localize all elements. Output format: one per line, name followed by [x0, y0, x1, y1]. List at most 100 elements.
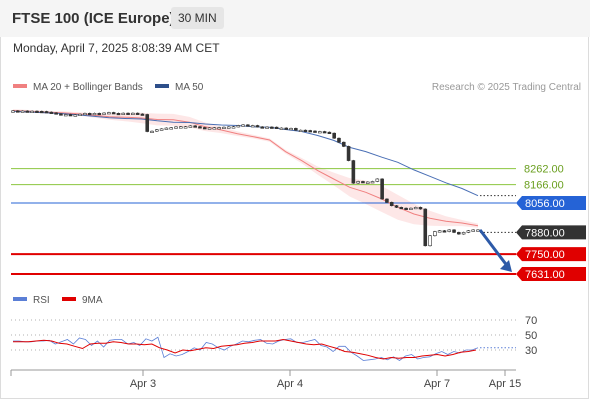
last-price-tag [516, 225, 586, 240]
ma20-legend-label: MA 20 + Bollinger Bands [33, 82, 143, 93]
candle [413, 207, 418, 210]
candle [351, 160, 356, 184]
candle [92, 113, 97, 116]
level-tag-4 [516, 266, 586, 281]
rsi-legend-label: RSI [33, 295, 50, 306]
last-price-label: 7880.00 [525, 227, 565, 239]
candle [68, 114, 73, 117]
candle [246, 124, 250, 127]
candle [111, 112, 116, 115]
candle [365, 181, 370, 184]
candle [169, 127, 173, 130]
candle [279, 127, 284, 130]
candle [461, 232, 466, 235]
chart-title: FTSE 100 (ICE Europe) [12, 10, 175, 27]
rsi-panel: 70 50 30 [11, 315, 537, 361]
rsi-tick-30: 30 [525, 345, 537, 357]
candle [63, 114, 68, 117]
candle [39, 111, 44, 114]
interval-badge[interactable]: 30 MIN [171, 7, 224, 29]
ma50-line [12, 110, 479, 197]
candle [164, 127, 169, 130]
level-label-3: 7750.00 [525, 249, 565, 261]
candle [217, 127, 221, 130]
candle [155, 129, 159, 132]
candle [241, 124, 245, 127]
ma20-legend-swatch [13, 84, 27, 88]
price-levels [11, 168, 516, 275]
candle [188, 125, 193, 128]
candle [327, 131, 332, 134]
candle [44, 111, 49, 114]
candle [140, 113, 145, 116]
candle [145, 114, 150, 132]
level-label-0: 8262.00 [524, 164, 564, 176]
rsi-ma-legend-swatch [62, 297, 76, 301]
candle [356, 181, 360, 184]
candle [178, 126, 183, 129]
level-label-1: 8166.00 [524, 180, 564, 192]
candle [15, 110, 20, 113]
level-tags: 8262.00 8166.00 8056.00 7750.00 7631.00 7880.… [516, 164, 586, 281]
candle [35, 110, 39, 113]
candle [361, 181, 365, 184]
candle [370, 181, 375, 184]
candle [442, 230, 447, 233]
candle [437, 230, 442, 233]
forecast-arrow [478, 228, 512, 272]
rsi-ma-line [13, 338, 477, 360]
candle [131, 112, 135, 115]
candle [59, 113, 63, 116]
candle [346, 146, 351, 161]
x-tick-label-0: Apr 3 [130, 378, 156, 390]
candle [231, 126, 236, 129]
candle [183, 126, 188, 129]
forecast-arrow-head [500, 259, 512, 272]
candle [385, 198, 389, 203]
candle [418, 207, 423, 210]
candle [447, 229, 452, 232]
candle [274, 126, 279, 129]
candle [49, 111, 54, 114]
x-tick-label-2: Apr 7 [424, 378, 450, 390]
candle [270, 126, 274, 129]
candle [399, 207, 404, 210]
x-tick-label-3: Apr 15 [489, 378, 521, 390]
candlesticks [11, 110, 480, 247]
candle [375, 178, 380, 182]
candle [30, 110, 34, 113]
candle [394, 205, 399, 208]
candle [318, 131, 322, 134]
candle [121, 112, 126, 115]
candle [289, 128, 293, 131]
candle [207, 127, 212, 130]
forecast-arrow-shaft [478, 228, 510, 268]
candle [457, 232, 461, 235]
candle [202, 127, 207, 130]
candle [236, 125, 241, 128]
candle [102, 112, 106, 115]
candle [284, 127, 289, 130]
candle [303, 129, 308, 132]
bollinger-band-area [13, 109, 478, 228]
candle [409, 207, 413, 210]
candle [423, 208, 428, 247]
candle [260, 126, 265, 129]
candle [255, 125, 260, 128]
timestamp: Monday, April 7, 2025 8:08:39 AM CET [13, 41, 220, 55]
candle [452, 229, 456, 233]
level-label-4: 7631.00 [525, 269, 565, 281]
rsi-line [13, 336, 479, 361]
candle [159, 128, 164, 131]
candle [107, 112, 111, 115]
candle [265, 126, 269, 129]
candle [341, 141, 346, 147]
candle [313, 130, 317, 133]
level-label-2: 8056.00 [525, 198, 565, 210]
bollinger-bands [13, 109, 478, 228]
chart-header: FTSE 100 (ICE Europe) 30 MIN [0, 0, 590, 37]
candle [198, 126, 202, 129]
candle [83, 113, 87, 116]
candle [11, 110, 15, 113]
candle [226, 126, 231, 129]
